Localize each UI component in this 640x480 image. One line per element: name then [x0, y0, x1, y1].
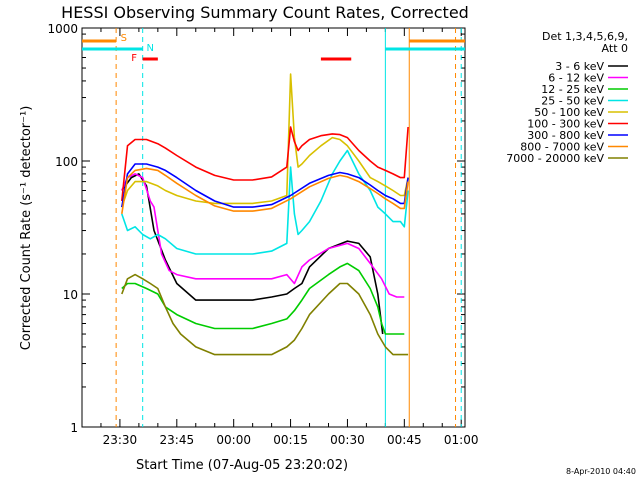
chart-title: HESSI Observing Summary Count Rates, Cor…: [61, 3, 469, 22]
x-tick-label: 23:45: [160, 433, 195, 447]
plot-area: 23:30 23:45 00:00 00:15 00:30 00:45 01:00 1101…: [47, 22, 478, 447]
series-line-9: [121, 273, 409, 356]
x-tick-label: 00:45: [387, 433, 422, 447]
legend-label: 300 - 800 keV: [527, 129, 604, 142]
legend-label: 25 - 50 keV: [541, 95, 604, 108]
series-line-7: [121, 163, 409, 208]
legend-label: 800 - 7000 keV: [520, 141, 604, 154]
series-line-6: [121, 126, 409, 202]
series-line-5: [121, 73, 409, 208]
status-flag-label: N: [146, 43, 153, 54]
x-axis: 23:30 23:45 00:00 00:15 00:30 00:45 01:00: [81, 28, 479, 447]
x-tick-label: 00:30: [330, 433, 365, 447]
series-lines: [121, 73, 409, 356]
x-axis-title: Start Time (07-Aug-05 23:20:02): [136, 458, 348, 473]
x-tick-label: 00:00: [216, 433, 251, 447]
legend-label: 100 - 300 keV: [527, 118, 604, 131]
plot-frame: [81, 27, 466, 428]
series-line-1: [121, 173, 384, 335]
y-axis: 1 10 100 1000: [47, 22, 465, 435]
y-tick-label: 1: [70, 421, 78, 435]
x-tick-label: 01:00: [444, 433, 479, 447]
y-axis-title: Corrected Count Rate (s⁻¹ detector⁻¹): [19, 106, 34, 351]
legend-header-line-2: Att 0: [602, 42, 628, 55]
status-flag-label: S: [121, 33, 127, 44]
legend-label: 6 - 12 keV: [548, 72, 604, 85]
legend-label: 3 - 6 keV: [555, 60, 604, 73]
y-tick-label: 10: [63, 288, 78, 302]
series-line-3: [121, 262, 405, 335]
x-tick-label: 00:15: [273, 433, 308, 447]
series-line-2: [121, 173, 405, 298]
x-tick-label: 23:30: [103, 433, 138, 447]
y-tick-label: 100: [55, 155, 78, 169]
timestamp-label: 8-Apr-2010 04:40: [566, 467, 636, 476]
y-tick-label: 1000: [47, 22, 78, 36]
legend-label: 7000 - 20000 keV: [506, 152, 604, 165]
status-flags: S NF: [82, 33, 465, 64]
legend-header-line-1: Det 1,3,4,5,6,9,: [542, 30, 628, 43]
status-flag-label: F: [131, 53, 137, 64]
legend-label: 50 - 100 keV: [534, 106, 604, 119]
series-line-4: [121, 149, 409, 255]
legend-label: 12 - 25 keV: [541, 83, 604, 96]
series-line-8: [121, 167, 409, 215]
event-markers: [115, 28, 462, 427]
